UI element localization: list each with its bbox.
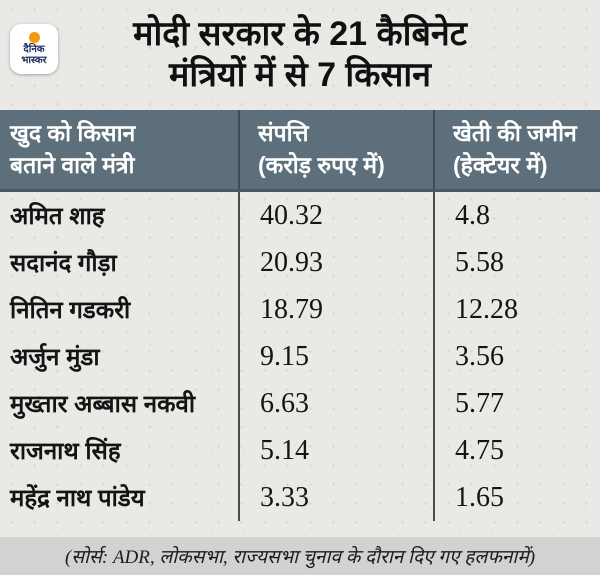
column-header-minister-line1: खुद को किसान bbox=[10, 120, 136, 147]
column-header-land-line2: (हेक्टेयर में) bbox=[453, 151, 548, 178]
column-header-land-line1: खेती की जमीन bbox=[453, 120, 577, 147]
minister-name: अमित शाह bbox=[10, 203, 105, 230]
assets-value: 3.33 bbox=[238, 474, 433, 521]
column-header-land: खेती की जमीन (हेक्टेयर में) bbox=[433, 110, 600, 189]
source-text: (सोर्स: ADR, लोकसभा, राज्यसभा चुनाव के द… bbox=[64, 547, 536, 568]
assets-value: 18.79 bbox=[238, 286, 433, 333]
table-row: राजनाथ सिंह 5.14 4.75 bbox=[0, 427, 600, 474]
column-header-minister: खुद को किसान बताने वाले मंत्री bbox=[0, 110, 238, 189]
minister-name: राजनाथ सिंह bbox=[10, 438, 121, 465]
land-value: 4.8 bbox=[433, 192, 600, 239]
minister-name: मुख्तार अब्बास नकवी bbox=[10, 391, 196, 418]
table-row: महेंद्र नाथ पांडेय 3.33 1.65 bbox=[0, 474, 600, 521]
source-strip: (सोर्स: ADR, लोकसभा, राज्यसभा चुनाव के द… bbox=[0, 537, 600, 575]
minister-name: नितिन गडकरी bbox=[10, 297, 131, 324]
table-body: अमित शाह 40.32 4.8 सदानंद गौड़ा 20.93 5.… bbox=[0, 192, 600, 521]
assets-value: 40.32 bbox=[238, 192, 433, 239]
dainik-bhaskar-logo: दैनिक भास्कर bbox=[10, 24, 58, 74]
assets-value: 5.14 bbox=[238, 427, 433, 474]
title-line1: मोदी सरकार के 21 कैबिनेट bbox=[133, 15, 467, 54]
logo-text-line1: दैनिक bbox=[23, 44, 45, 55]
assets-value: 6.63 bbox=[238, 380, 433, 427]
land-value: 5.77 bbox=[433, 380, 600, 427]
logo-text-line2: भास्कर bbox=[21, 54, 47, 66]
minister-name: महेंद्र नाथ पांडेय bbox=[10, 485, 145, 512]
table-row: सदानंद गौड़ा 20.93 5.58 bbox=[0, 239, 600, 286]
column-header-assets: संपत्ति (करोड़ रुपए में) bbox=[238, 110, 433, 189]
column-header-assets-line1: संपत्ति bbox=[258, 120, 309, 147]
table-row: अमित शाह 40.32 4.8 bbox=[0, 192, 600, 239]
sun-dot-icon bbox=[28, 32, 40, 43]
minister-name: अर्जुन मुंडा bbox=[10, 344, 100, 371]
table-row: अर्जुन मुंडा 9.15 3.56 bbox=[0, 333, 600, 380]
minister-name: सदानंद गौड़ा bbox=[10, 250, 117, 277]
column-header-minister-line2: बताने वाले मंत्री bbox=[10, 151, 135, 178]
land-value: 12.28 bbox=[433, 286, 600, 333]
land-value: 3.56 bbox=[433, 333, 600, 380]
table-header-row: खुद को किसान बताने वाले मंत्री संपत्ति (… bbox=[0, 110, 600, 192]
land-value: 4.75 bbox=[433, 427, 600, 474]
page-title: मोदी सरकार के 21 कैबिनेट मंत्रियों में स… bbox=[0, 0, 600, 110]
assets-value: 9.15 bbox=[238, 333, 433, 380]
table-row: मुख्तार अब्बास नकवी 6.63 5.77 bbox=[0, 380, 600, 427]
assets-value: 20.93 bbox=[238, 239, 433, 286]
masthead: दैनिक भास्कर मोदी सरकार के 21 कैबिनेट मं… bbox=[0, 0, 600, 110]
land-value: 1.65 bbox=[433, 474, 600, 521]
column-header-assets-line2: (करोड़ रुपए में) bbox=[258, 151, 385, 178]
table-row: नितिन गडकरी 18.79 12.28 bbox=[0, 286, 600, 333]
logo-text: दैनिक भास्कर bbox=[21, 44, 47, 66]
title-line2: मंत्रियों में से 7 किसान bbox=[168, 56, 432, 94]
land-value: 5.58 bbox=[433, 239, 600, 286]
